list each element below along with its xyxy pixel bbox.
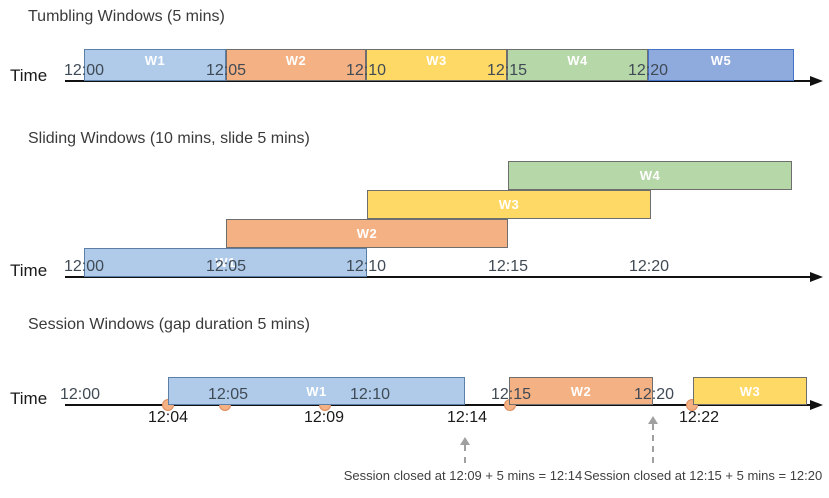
session-closed-annotation: Session closed at 12:15 + 5 mins = 12:20 — [583, 468, 823, 483]
window-box-w2 — [509, 377, 653, 405]
dashed-up-arrow-icon — [460, 437, 470, 445]
axis-arrowhead-icon — [810, 76, 823, 86]
window-label-w2: W2 — [570, 384, 592, 399]
dashed-arrow-line — [652, 424, 654, 463]
window-box-w1 — [84, 248, 367, 277]
time-tick: 12:00 — [59, 386, 101, 403]
time-tick: 12:20 — [633, 386, 675, 403]
time-axis-label: Time — [10, 389, 48, 408]
window-box-w2 — [226, 219, 508, 248]
window-box-w3 — [366, 49, 507, 81]
time-tick: 12:05 — [205, 62, 247, 79]
window-label-w4: W4 — [639, 168, 661, 183]
axis-arrowhead-icon — [810, 400, 823, 410]
time-tick: 12:20 — [628, 258, 670, 275]
event-time-label: 12:22 — [678, 409, 720, 426]
time-tick: 12:20 — [627, 62, 669, 79]
time-tick: 12:05 — [207, 386, 249, 403]
window-box-w1 — [168, 377, 465, 405]
window-box-w5 — [648, 49, 794, 81]
time-axis-label: Time — [10, 261, 48, 280]
time-tick: 12:10 — [349, 386, 391, 403]
section-title: Tumbling Windows (5 mins) — [28, 8, 225, 25]
window-box-w1 — [84, 49, 226, 81]
dashed-up-arrow-icon — [648, 416, 658, 424]
window-label-w3: W3 — [498, 197, 520, 212]
window-label-w5: W5 — [710, 53, 732, 68]
time-tick: 12:10 — [345, 258, 387, 275]
event-time-label: 12:14 — [446, 409, 488, 426]
dashed-arrow-line — [464, 445, 466, 463]
event-time-label: 12:09 — [303, 409, 345, 426]
time-axis — [65, 404, 810, 406]
window-label-w3: W3 — [426, 53, 447, 68]
section-title: Session Windows (gap duration 5 mins) — [28, 316, 310, 333]
time-tick: 12:00 — [63, 62, 105, 79]
window-label-w2: W2 — [285, 53, 307, 68]
time-tick: 12:10 — [345, 62, 387, 79]
window-box-w4 — [508, 161, 792, 190]
time-axis — [65, 276, 810, 278]
time-axis-label: Time — [10, 66, 48, 85]
section-title: Sliding Windows (10 mins, slide 5 mins) — [28, 130, 310, 147]
window-label-w1: W1 — [144, 53, 166, 68]
time-tick: 12:00 — [63, 258, 105, 275]
event-time-label: 12:04 — [147, 409, 189, 426]
session-closed-annotation: Session closed at 12:09 + 5 mins = 12:14 — [343, 468, 583, 483]
window-label-w1: W1 — [306, 384, 327, 399]
time-tick: 12:15 — [487, 258, 529, 275]
axis-arrowhead-icon — [810, 272, 823, 282]
window-label-w4: W4 — [567, 53, 588, 68]
time-axis — [65, 80, 810, 82]
time-tick: 12:15 — [486, 62, 528, 79]
window-box-w2 — [226, 49, 366, 81]
time-tick: 12:15 — [490, 386, 532, 403]
window-label-w2: W2 — [356, 226, 378, 241]
window-box-w4 — [507, 49, 648, 81]
window-label-w3: W3 — [739, 384, 761, 399]
time-tick: 12:05 — [205, 258, 247, 275]
window-box-w3 — [367, 190, 651, 219]
window-box-w3 — [693, 377, 807, 405]
window-label-w1: W1 — [215, 255, 236, 270]
